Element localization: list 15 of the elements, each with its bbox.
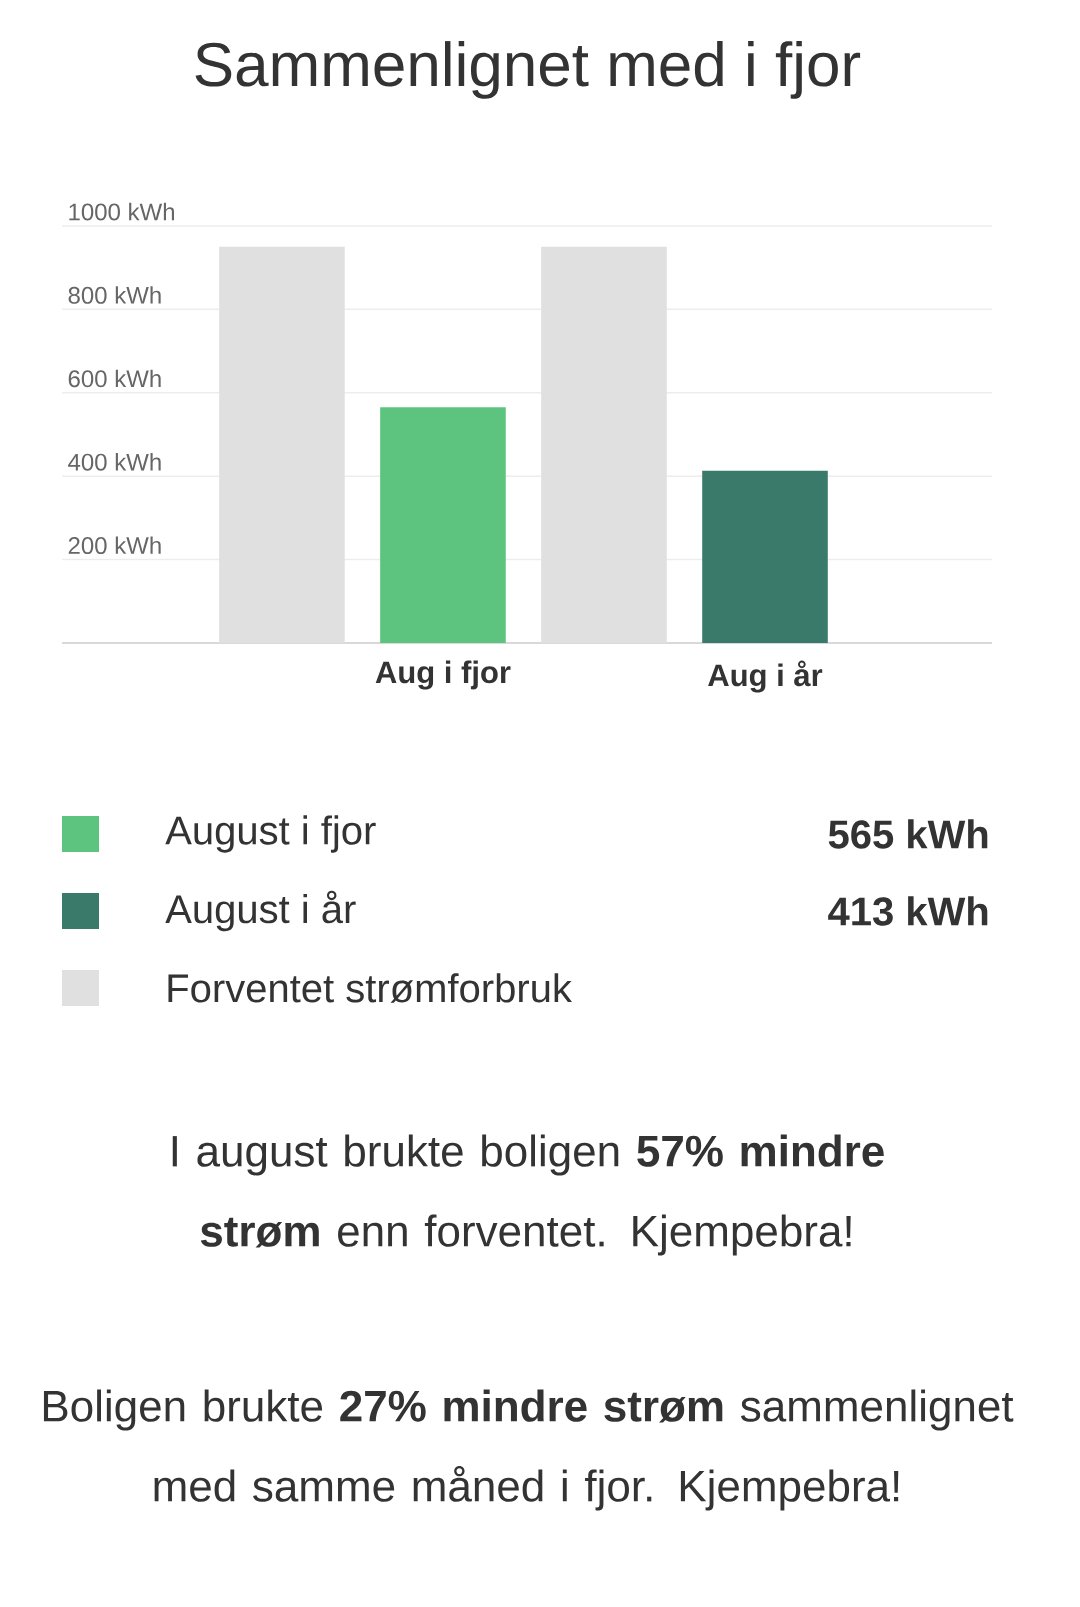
text: Boligen brukte 27% mindre strøm sammenlignet med samme måned i fjor. Kjempebra! [43,1389,1014,1511]
y-tick-label: 200 kWh [68,536,161,555]
y-tick-label: 600 kWh [68,369,161,388]
y-tick-label: 400 kWh [68,453,161,471]
legend-label: August i fjor [165,815,376,853]
text: 413 kWh [828,896,988,926]
x-tick-label: Aug i år [708,660,823,693]
y-tick-label: 800 kWh [68,286,161,304]
chart-title: Sammenlignet med i fjor [195,41,861,99]
y-tick-label: 1000 kWh [69,202,174,221]
x-tick-label: Aug i fjor [375,660,511,690]
text: 565 kWh [828,819,988,849]
legend-label: Forventet strømforbruk [168,973,572,1003]
text: I august brukte boligen 57% mindre strøm enn forventet. Kjempebra! [172,1134,884,1256]
legend-label: August i år [165,890,356,932]
